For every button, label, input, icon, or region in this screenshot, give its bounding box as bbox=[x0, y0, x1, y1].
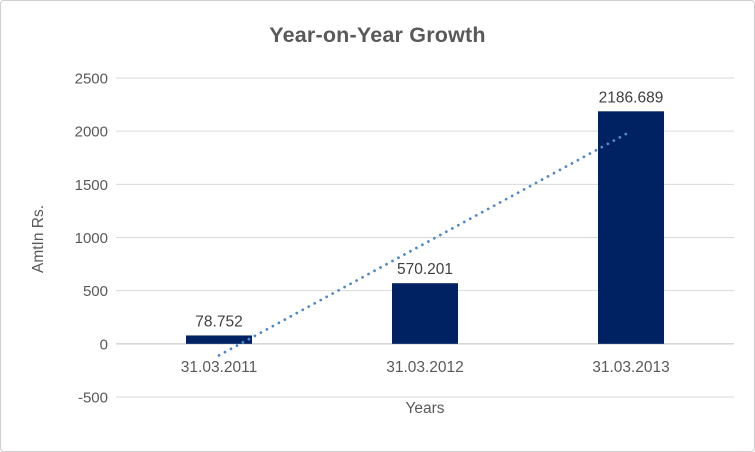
bar bbox=[392, 283, 458, 344]
chart-title: Year-on-Year Growth bbox=[269, 23, 486, 47]
x-axis-title: Years bbox=[405, 400, 445, 417]
y-tick-label: 1000 bbox=[75, 230, 108, 247]
data-label: 78.752 bbox=[195, 313, 242, 330]
y-tick-label: 2500 bbox=[75, 71, 108, 88]
y-tick-label: 2000 bbox=[75, 124, 108, 141]
y-tick-label: 500 bbox=[83, 283, 108, 300]
data-label: 570.201 bbox=[397, 261, 453, 278]
y-tick-label: -500 bbox=[78, 390, 108, 407]
x-tick-label: 31.03.2013 bbox=[592, 359, 670, 376]
y-tick-label: 1500 bbox=[75, 177, 108, 194]
data-label: 2186.689 bbox=[599, 89, 664, 106]
x-tick-label: 31.03.2012 bbox=[386, 359, 464, 376]
x-tick-label: 31.03.2011 bbox=[181, 359, 257, 376]
bar bbox=[186, 335, 252, 344]
bar bbox=[598, 111, 664, 344]
y-tick-label: 0 bbox=[100, 336, 108, 353]
